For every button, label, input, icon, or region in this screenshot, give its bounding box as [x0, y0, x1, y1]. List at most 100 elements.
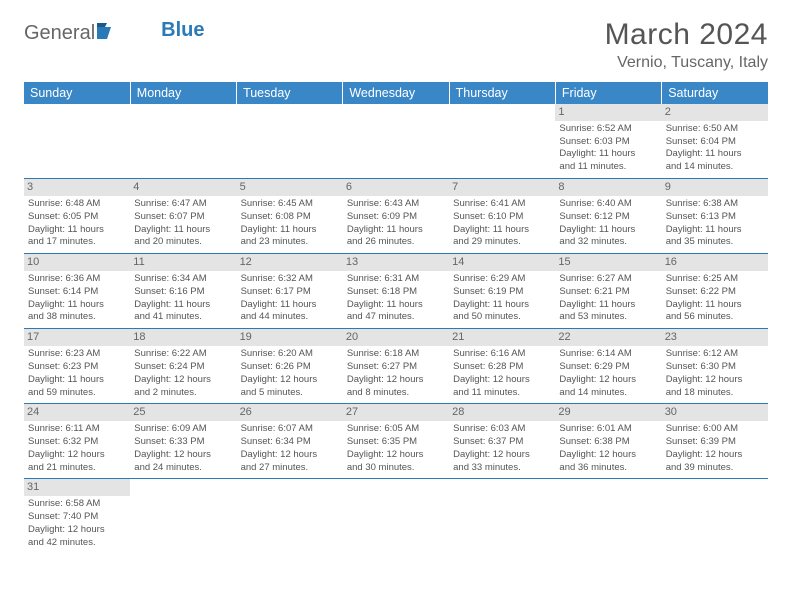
day-number: 3 [24, 179, 130, 196]
daylight2-text: and 29 minutes. [453, 236, 551, 249]
daylight1-text: Daylight: 11 hours [241, 299, 339, 312]
sunrise-text: Sunrise: 6:43 AM [347, 198, 445, 211]
brand-logo: General Blue [24, 22, 205, 45]
day-number: 24 [24, 404, 130, 421]
sunset-text: Sunset: 6:07 PM [134, 211, 232, 224]
day-number: 28 [449, 404, 555, 421]
daylight2-text: and 21 minutes. [28, 462, 126, 475]
sunset-text: Sunset: 6:22 PM [666, 286, 764, 299]
calendar-day-cell [237, 104, 343, 179]
sunset-text: Sunset: 6:16 PM [134, 286, 232, 299]
calendar-week: 17Sunrise: 6:23 AMSunset: 6:23 PMDayligh… [24, 329, 768, 404]
calendar-day-cell: 6Sunrise: 6:43 AMSunset: 6:09 PMDaylight… [343, 179, 449, 254]
day-header: Thursday [449, 82, 555, 104]
day-number: 8 [555, 179, 661, 196]
sunrise-text: Sunrise: 6:41 AM [453, 198, 551, 211]
calendar-body: 1Sunrise: 6:52 AMSunset: 6:03 PMDaylight… [24, 104, 768, 554]
sunset-text: Sunset: 6:24 PM [134, 361, 232, 374]
daylight1-text: Daylight: 12 hours [241, 449, 339, 462]
daylight2-text: and 50 minutes. [453, 311, 551, 324]
sunrise-text: Sunrise: 6:45 AM [241, 198, 339, 211]
calendar-day-cell: 27Sunrise: 6:05 AMSunset: 6:35 PMDayligh… [343, 404, 449, 479]
daylight2-text: and 32 minutes. [559, 236, 657, 249]
day-number: 17 [24, 329, 130, 346]
daylight2-text: and 56 minutes. [666, 311, 764, 324]
day-header-row: SundayMondayTuesdayWednesdayThursdayFrid… [24, 82, 768, 104]
calendar-day-cell [130, 104, 236, 179]
sunrise-text: Sunrise: 6:58 AM [28, 498, 126, 511]
calendar-day-cell: 15Sunrise: 6:27 AMSunset: 6:21 PMDayligh… [555, 254, 661, 329]
daylight1-text: Daylight: 12 hours [559, 449, 657, 462]
daylight2-text: and 8 minutes. [347, 387, 445, 400]
daylight1-text: Daylight: 12 hours [134, 449, 232, 462]
daylight1-text: Daylight: 12 hours [559, 374, 657, 387]
day-header: Friday [555, 82, 661, 104]
daylight2-text: and 35 minutes. [666, 236, 764, 249]
calendar-day-cell: 4Sunrise: 6:47 AMSunset: 6:07 PMDaylight… [130, 179, 236, 254]
calendar-day-cell: 19Sunrise: 6:20 AMSunset: 6:26 PMDayligh… [237, 329, 343, 404]
daylight2-text: and 11 minutes. [559, 161, 657, 174]
calendar-day-cell: 10Sunrise: 6:36 AMSunset: 6:14 PMDayligh… [24, 254, 130, 329]
day-header: Wednesday [343, 82, 449, 104]
sunrise-text: Sunrise: 6:40 AM [559, 198, 657, 211]
sunset-text: Sunset: 6:37 PM [453, 436, 551, 449]
daylight1-text: Daylight: 12 hours [241, 374, 339, 387]
calendar-day-cell: 7Sunrise: 6:41 AMSunset: 6:10 PMDaylight… [449, 179, 555, 254]
sunrise-text: Sunrise: 6:03 AM [453, 423, 551, 436]
sunrise-text: Sunrise: 6:29 AM [453, 273, 551, 286]
sunrise-text: Sunrise: 6:50 AM [666, 123, 764, 136]
calendar-day-cell: 24 Sunrise: 6:11 AMSunset: 6:32 PMDayligh… [24, 404, 130, 479]
day-number: 5 [237, 179, 343, 196]
calendar-day-cell: 22Sunrise: 6:14 AMSunset: 6:29 PMDayligh… [555, 329, 661, 404]
daylight2-text: and 38 minutes. [28, 311, 126, 324]
day-number: 16 [662, 254, 768, 271]
daylight1-text: Daylight: 11 hours [347, 299, 445, 312]
daylight2-text: and 39 minutes. [666, 462, 764, 475]
sunrise-text: Sunrise: 6:16 AM [453, 348, 551, 361]
sunset-text: Sunset: 6:12 PM [559, 211, 657, 224]
sunset-text: Sunset: 6:23 PM [28, 361, 126, 374]
daylight1-text: Daylight: 12 hours [453, 374, 551, 387]
sunset-text: Sunset: 6:30 PM [666, 361, 764, 374]
daylight1-text: Daylight: 11 hours [453, 299, 551, 312]
day-number: 20 [343, 329, 449, 346]
daylight2-text: and 24 minutes. [134, 462, 232, 475]
sunrise-text: Sunrise: 6:38 AM [666, 198, 764, 211]
day-number: 6 [343, 179, 449, 196]
sunrise-text: Sunrise: 6:18 AM [347, 348, 445, 361]
sunrise-text: Sunrise: 6:52 AM [559, 123, 657, 136]
daylight2-text: and 2 minutes. [134, 387, 232, 400]
sunrise-text: Sunrise: 6:47 AM [134, 198, 232, 211]
calendar-day-cell [24, 104, 130, 179]
calendar-day-cell: 9Sunrise: 6:38 AMSunset: 6:13 PMDaylight… [662, 179, 768, 254]
sunrise-text: Sunrise: 6:07 AM [241, 423, 339, 436]
daylight1-text: Daylight: 12 hours [28, 449, 126, 462]
calendar-week: 31Sunrise: 6:58 AMSunset: 7:40 PMDayligh… [24, 479, 768, 554]
daylight1-text: Daylight: 11 hours [134, 299, 232, 312]
sunset-text: Sunset: 6:34 PM [241, 436, 339, 449]
daylight2-text: and 44 minutes. [241, 311, 339, 324]
sunset-text: Sunset: 6:17 PM [241, 286, 339, 299]
sunset-text: Sunset: 6:05 PM [28, 211, 126, 224]
sunset-text: Sunset: 6:14 PM [28, 286, 126, 299]
sunset-text: Sunset: 6:32 PM [28, 436, 126, 449]
daylight2-text: and 14 minutes. [559, 387, 657, 400]
daylight1-text: Daylight: 12 hours [134, 374, 232, 387]
daylight1-text: Daylight: 11 hours [453, 224, 551, 237]
calendar-day-cell: 8Sunrise: 6:40 AMSunset: 6:12 PMDaylight… [555, 179, 661, 254]
daylight2-text: and 59 minutes. [28, 387, 126, 400]
daylight2-text: and 27 minutes. [241, 462, 339, 475]
sunrise-text: Sunrise: 6:11 AM [28, 423, 126, 436]
daylight2-text: and 14 minutes. [666, 161, 764, 174]
daylight1-text: Daylight: 11 hours [241, 224, 339, 237]
daylight2-text: and 18 minutes. [666, 387, 764, 400]
daylight2-text: and 36 minutes. [559, 462, 657, 475]
daylight1-text: Daylight: 11 hours [666, 148, 764, 161]
daylight1-text: Daylight: 11 hours [28, 374, 126, 387]
calendar-day-cell: 28Sunrise: 6:03 AMSunset: 6:37 PMDayligh… [449, 404, 555, 479]
daylight1-text: Daylight: 11 hours [28, 224, 126, 237]
calendar-day-cell [237, 479, 343, 554]
calendar-day-cell: 20Sunrise: 6:18 AMSunset: 6:27 PMDayligh… [343, 329, 449, 404]
sunset-text: Sunset: 6:27 PM [347, 361, 445, 374]
sunset-text: Sunset: 6:04 PM [666, 136, 764, 149]
